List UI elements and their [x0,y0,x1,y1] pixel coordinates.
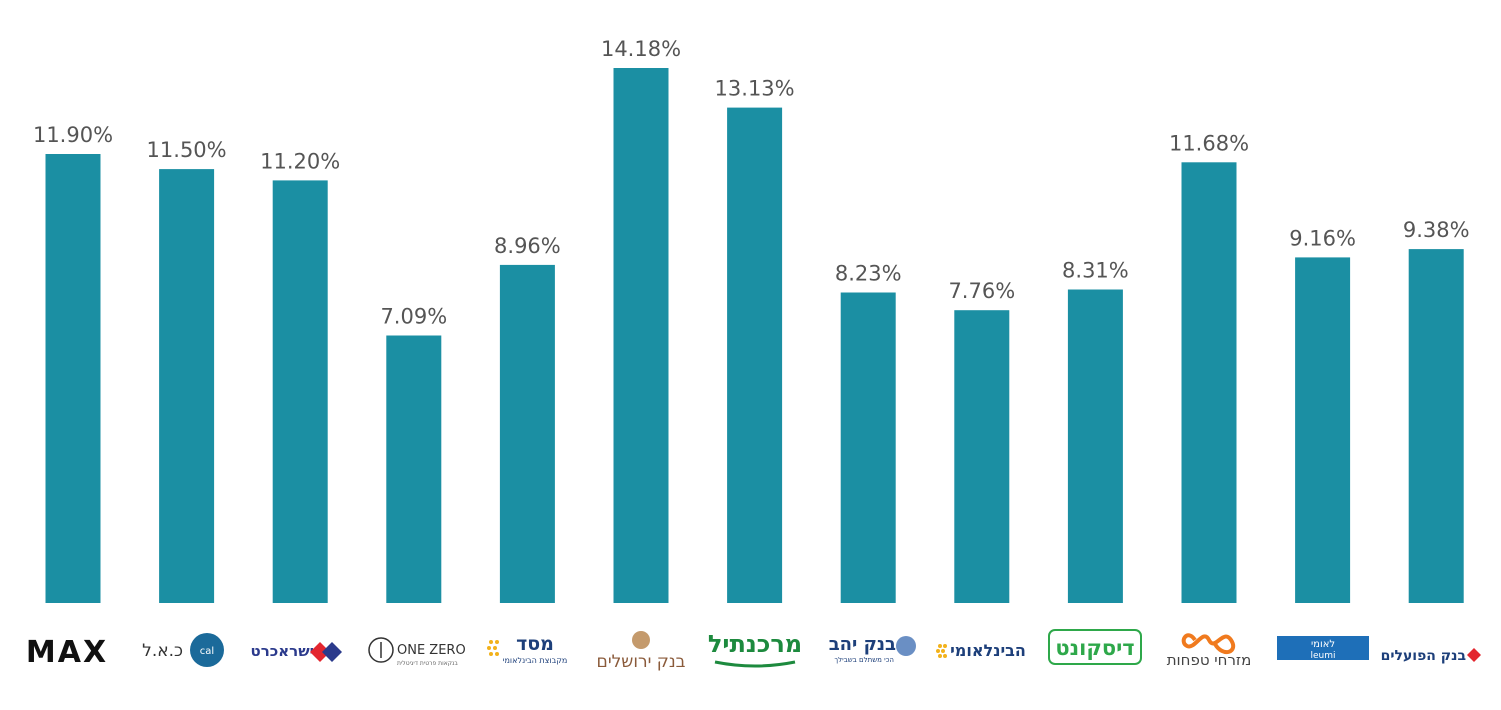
logo-cal: כ.א.ל cal [142,633,224,667]
logo-hapoalim: בנק הפועלים [1381,648,1481,664]
data-label-10: 11.68% [1169,131,1249,155]
yahav-tagline: הכי משתלם בשבילך [834,656,894,664]
logo-yahav: בנק יהב הכי משתלם בשבילך [829,634,916,664]
logo-fibi: הבינלאומי [936,641,1026,660]
category-label-yahav: בנק יהב [829,634,896,655]
bar-4 [499,264,555,603]
category-label-max: MAX [26,635,108,670]
bars-layer [45,68,1464,604]
data-label-1: 11.50% [147,138,227,162]
category-label-masad: מסד [516,633,554,655]
data-label-8: 7.76% [948,279,1015,303]
bar-11 [1295,257,1351,603]
logo-discount: דיסקונט [1048,629,1142,665]
data-label-9: 8.31% [1062,259,1129,283]
mercantile-swoosh-icon [714,660,796,668]
cal-badge-text: cal [200,646,214,657]
category-label-hapoalim: בנק הפועלים [1381,648,1466,664]
data-label-3: 7.09% [380,305,447,329]
logo-max: MAX [26,635,108,670]
onezero-circle-icon [368,637,394,663]
category-label-cal: כ.א.ל [142,641,183,661]
data-label-4: 8.96% [494,234,561,258]
isracard-diamond-icon [310,642,330,662]
data-label-12: 9.38% [1403,218,1470,242]
category-label-leumi: לאומי [1311,639,1335,650]
bar-8 [954,310,1010,603]
category-label-isracard: ישראכרט [251,642,314,660]
bar-9 [1067,289,1123,603]
logo-isracard: ישראכרט [251,642,342,662]
category-label-mercantile: מרכנתיל [708,630,802,658]
leumi-box-icon [1277,636,1369,660]
bar-7 [840,292,896,603]
value-labels-layer: 11.90% 11.50% 11.20% 7.09% 8.96% 14.18% 13.13%… [33,37,1470,329]
data-label-11: 9.16% [1289,226,1356,250]
bar-2 [272,180,328,603]
logo-jerusalem: בנק ירושלים [597,631,686,672]
logo-mercantile: מרכנתיל [708,630,802,668]
bar-6 [727,107,783,603]
category-label-fibi: הבינלאומי [950,641,1026,660]
masad-tagline: מקבוצת הבינלאומי [503,656,568,665]
mizrahi-infinity-icon [1181,633,1235,655]
cal-badge-icon [190,633,224,667]
data-label-0: 11.90% [33,123,113,147]
data-label-6: 13.13% [715,77,795,101]
leumi-latin-text: leumi [1310,651,1335,661]
bar-3 [386,335,442,603]
data-label-7: 8.23% [835,262,902,286]
logo-onezero: ONE ZERO בנקאות פרטית דיגיטלית [368,637,466,667]
bar-1 [159,169,215,603]
bar-0 [45,154,101,603]
category-label-mizrahi: מזרחי טפחות [1167,651,1252,669]
bar-12 [1408,249,1464,603]
discount-frame-icon [1048,629,1142,665]
logo-leumi: לאומי leumi [1277,636,1369,661]
hapoalim-diamond-icon [1467,648,1481,662]
category-label-jerusalem: בנק ירושלים [597,652,686,672]
category-label-onezero: ONE ZERO [397,643,466,658]
category-label-discount: דיסקונט [1055,636,1134,660]
bar-5 [613,68,669,603]
data-label-5: 14.18% [601,37,681,61]
logo-masad: מסד מקבוצת הבינלאומי [487,633,567,665]
isracard-diamond2-icon [322,642,342,662]
logo-mizrahi: מזרחי טפחות [1167,633,1252,669]
onezero-tagline: בנקאות פרטית דיגיטלית [397,660,458,667]
jerusalem-emblem-icon [632,631,650,649]
bar-10 [1181,162,1237,604]
yahav-globe-icon [896,636,916,656]
data-label-2: 11.20% [260,149,340,173]
masad-dots-icon [487,640,499,656]
fibi-dots-icon [936,644,947,658]
